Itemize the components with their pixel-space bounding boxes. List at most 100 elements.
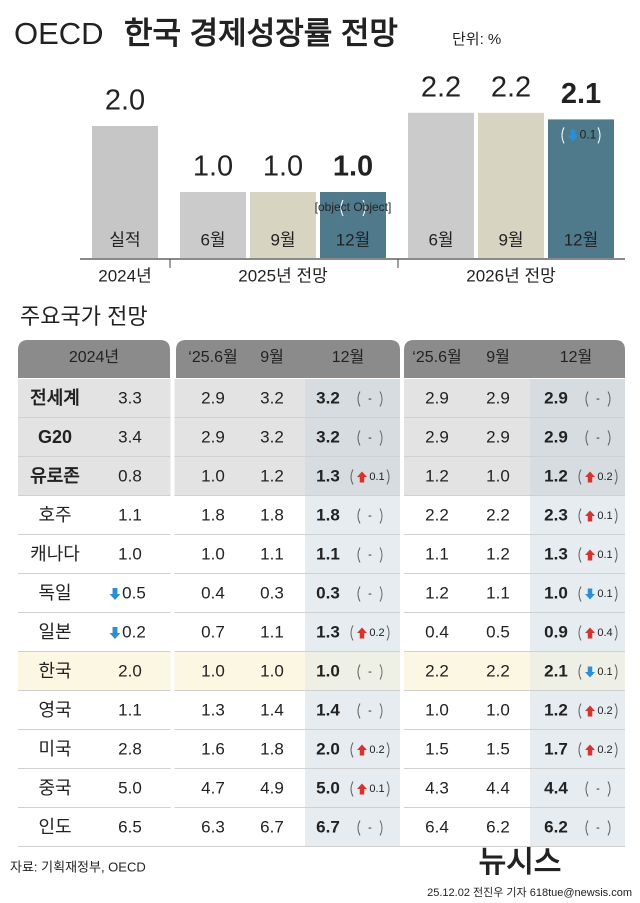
source: 자료: 기획재정부, OECD (10, 859, 146, 874)
highlight-column (305, 613, 400, 651)
paren (357, 703, 361, 719)
column-header: 9월 (486, 348, 510, 366)
paren (614, 547, 618, 563)
column-header: 12월 (560, 348, 593, 366)
cell: 0.3 (316, 583, 340, 602)
change-label: 0.2 (369, 744, 384, 756)
cell: 1.1 (118, 700, 142, 719)
cell: 6.4 (425, 817, 449, 836)
cell: 1.0 (544, 583, 568, 602)
cell: 2.3 (544, 505, 568, 524)
change-label: - (368, 666, 372, 678)
credit: 25.12.02 전진우 기자 618tue@newsis.com (427, 886, 632, 899)
highlight-column (530, 574, 625, 612)
cell: 3.3 (118, 388, 142, 407)
cell: 1.7 (544, 739, 568, 758)
highlight-column (530, 730, 625, 768)
cell: 4.4 (486, 778, 510, 797)
unit: 단위: % (452, 31, 501, 48)
cell: 1.3 (316, 466, 340, 485)
cell: 2.9 (486, 388, 510, 407)
row-label: G20 (38, 427, 72, 447)
row-label: 유로존 (30, 466, 80, 486)
cell: 2.2 (486, 505, 510, 524)
cell: 1.0 (425, 700, 449, 719)
change-label: 0.2 (597, 471, 612, 483)
cell: 1.6 (201, 739, 225, 758)
paren (357, 508, 361, 524)
change-label: 0.2 (597, 705, 612, 717)
change-label: - (596, 783, 600, 795)
group-label: 2024년 (98, 266, 151, 285)
value-label: 2.2 (491, 71, 531, 103)
cell: 6.3 (201, 817, 225, 836)
paren (350, 469, 354, 485)
cell: 1.8 (201, 505, 225, 524)
paren (578, 664, 582, 680)
paren (578, 742, 582, 758)
paren (357, 664, 361, 680)
paren (350, 781, 354, 797)
paren (357, 391, 361, 407)
cell: 1.8 (260, 505, 284, 524)
header-bg (176, 340, 400, 378)
paren (561, 127, 565, 144)
cell: 3.2 (260, 388, 284, 407)
cell: 2.2 (486, 661, 510, 680)
row-label: 영국 (38, 700, 71, 720)
cell: 1.2 (544, 466, 568, 485)
cell: 1.4 (260, 700, 284, 719)
paren (597, 127, 601, 144)
cell: 1.2 (260, 466, 284, 485)
category-label: 6월 (428, 230, 453, 249)
cell: 1.5 (486, 739, 510, 758)
bar (408, 112, 474, 258)
cell: 1.3 (201, 700, 225, 719)
cell: 0.2 (122, 622, 146, 641)
category-label: 9월 (498, 230, 523, 249)
cell: 0.9 (544, 622, 568, 641)
cell: 1.3 (544, 544, 568, 563)
cell: 1.3 (316, 622, 340, 641)
change-label: [object Object] (315, 200, 392, 214)
category-label: 6월 (200, 230, 225, 249)
cell: 6.2 (486, 817, 510, 836)
change-label: 0.1 (580, 128, 597, 142)
cell: 2.2 (425, 505, 449, 524)
change-label: - (368, 549, 372, 561)
paren (379, 391, 383, 407)
cell: 2.9 (201, 388, 225, 407)
cell: 1.1 (260, 544, 284, 563)
arrow-icon (585, 549, 595, 561)
arrow-icon (585, 705, 595, 717)
cell: 1.0 (316, 661, 340, 680)
arrow-icon (585, 588, 595, 600)
paren (578, 547, 582, 563)
paren (379, 586, 383, 602)
paren (585, 820, 589, 836)
header-bg (18, 340, 170, 378)
cell: 2.9 (544, 427, 568, 446)
cell: 1.0 (486, 466, 510, 485)
paren (614, 469, 618, 485)
cell: 2.1 (544, 661, 568, 680)
cell: 0.7 (201, 622, 225, 641)
cell: 2.0 (316, 739, 340, 758)
highlight-column (530, 496, 625, 534)
cell: 4.7 (201, 778, 225, 797)
cell: 2.9 (544, 388, 568, 407)
paren (607, 820, 611, 836)
highlight-column (305, 574, 400, 612)
change-label: 0.4 (597, 627, 612, 639)
paren (379, 703, 383, 719)
change-label: - (368, 588, 372, 600)
paren (379, 820, 383, 836)
cell: 1.8 (316, 505, 340, 524)
paren (386, 781, 390, 797)
paren (607, 781, 611, 797)
paren (578, 508, 582, 524)
arrow-icon (585, 666, 595, 678)
paren (607, 391, 611, 407)
cell: 0.4 (425, 622, 449, 641)
